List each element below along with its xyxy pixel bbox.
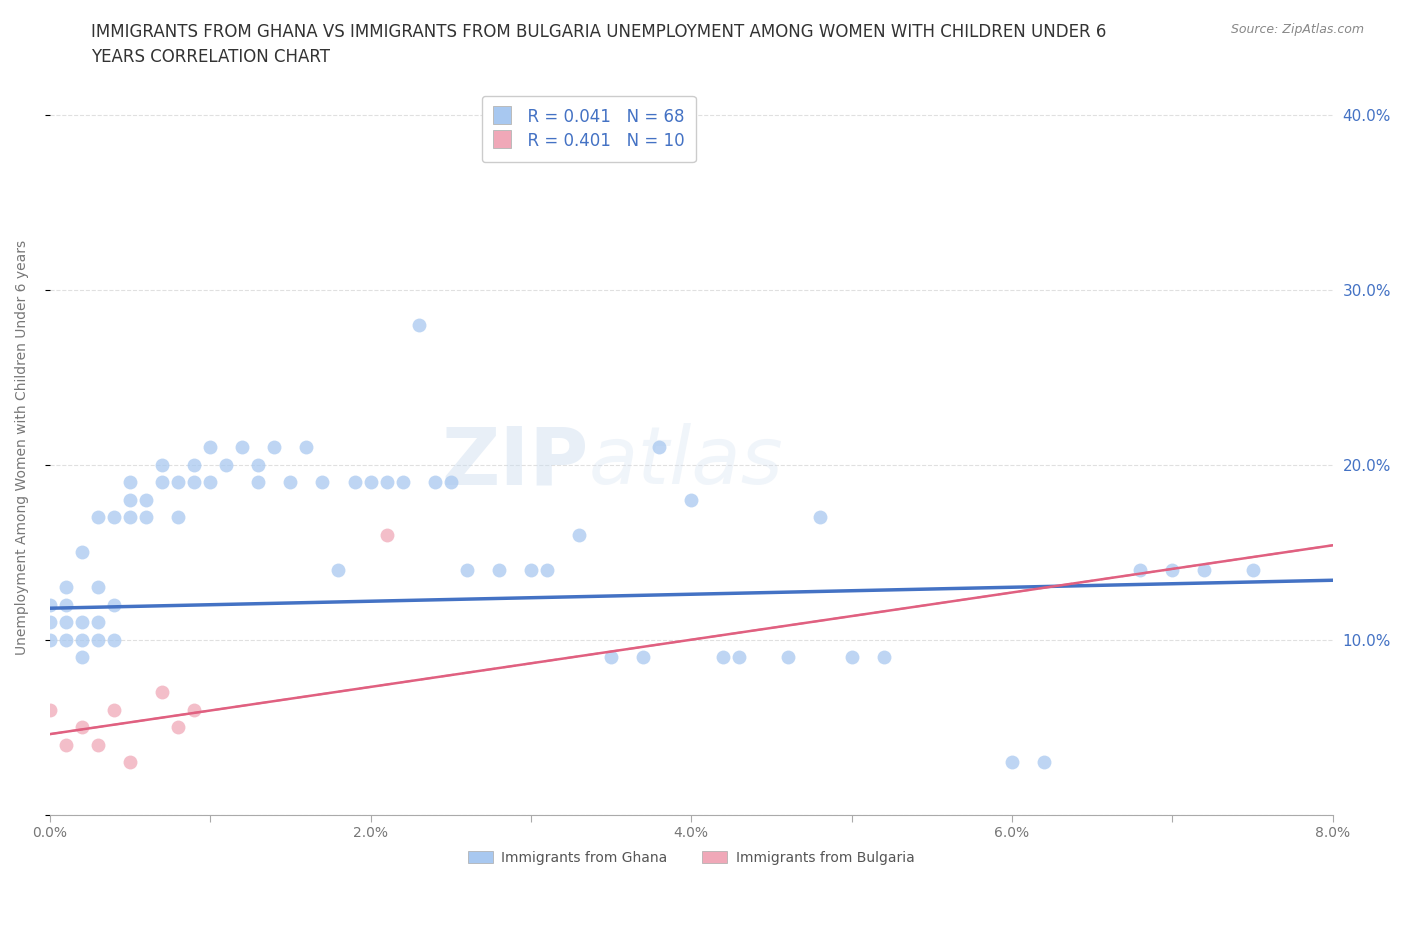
- Point: [87, 737, 110, 752]
- Point: [263, 440, 285, 455]
- Point: [1241, 563, 1264, 578]
- Point: [118, 475, 141, 490]
- Point: [728, 650, 751, 665]
- Point: [1161, 563, 1184, 578]
- Point: [135, 510, 157, 525]
- Point: [150, 684, 173, 699]
- Point: [103, 632, 125, 647]
- Point: [87, 632, 110, 647]
- Point: [70, 545, 93, 560]
- Point: [55, 615, 77, 630]
- Point: [38, 702, 60, 717]
- Point: [247, 475, 270, 490]
- Point: [55, 632, 77, 647]
- Point: [38, 597, 60, 612]
- Point: [711, 650, 734, 665]
- Point: [1129, 563, 1152, 578]
- Point: [247, 458, 270, 472]
- Point: [150, 458, 173, 472]
- Point: [375, 527, 398, 542]
- Point: [103, 702, 125, 717]
- Point: [536, 563, 558, 578]
- Point: [280, 475, 302, 490]
- Point: [423, 475, 446, 490]
- Point: [70, 650, 93, 665]
- Point: [343, 475, 366, 490]
- Point: [55, 597, 77, 612]
- Point: [55, 579, 77, 594]
- Point: [70, 632, 93, 647]
- Point: [87, 510, 110, 525]
- Point: [135, 492, 157, 507]
- Point: [103, 597, 125, 612]
- Legend: Immigrants from Ghana, Immigrants from Bulgaria: Immigrants from Ghana, Immigrants from B…: [463, 845, 920, 870]
- Point: [38, 632, 60, 647]
- Point: [631, 650, 654, 665]
- Point: [360, 475, 382, 490]
- Point: [167, 720, 190, 735]
- Point: [600, 650, 623, 665]
- Point: [311, 475, 333, 490]
- Point: [488, 563, 510, 578]
- Point: [87, 615, 110, 630]
- Text: IMMIGRANTS FROM GHANA VS IMMIGRANTS FROM BULGARIA UNEMPLOYMENT AMONG WOMEN WITH : IMMIGRANTS FROM GHANA VS IMMIGRANTS FROM…: [91, 23, 1107, 41]
- Point: [375, 475, 398, 490]
- Point: [1194, 563, 1216, 578]
- Point: [568, 527, 591, 542]
- Point: [841, 650, 863, 665]
- Point: [38, 615, 60, 630]
- Point: [167, 510, 190, 525]
- Point: [231, 440, 253, 455]
- Point: [391, 475, 413, 490]
- Point: [55, 737, 77, 752]
- Point: [328, 563, 350, 578]
- Text: ZIP: ZIP: [441, 423, 589, 501]
- Point: [167, 475, 190, 490]
- Point: [70, 720, 93, 735]
- Point: [1033, 754, 1056, 769]
- Point: [808, 510, 831, 525]
- Point: [183, 458, 205, 472]
- Point: [200, 440, 222, 455]
- Point: [408, 317, 430, 332]
- Point: [118, 510, 141, 525]
- Point: [183, 475, 205, 490]
- Point: [200, 475, 222, 490]
- Point: [70, 615, 93, 630]
- Point: [440, 475, 463, 490]
- Point: [648, 440, 671, 455]
- Point: [103, 510, 125, 525]
- Point: [1001, 754, 1024, 769]
- Point: [776, 650, 799, 665]
- Point: [873, 650, 896, 665]
- Point: [118, 754, 141, 769]
- Point: [456, 563, 478, 578]
- Text: YEARS CORRELATION CHART: YEARS CORRELATION CHART: [91, 48, 330, 66]
- Point: [150, 475, 173, 490]
- Point: [520, 563, 543, 578]
- Y-axis label: Unemployment Among Women with Children Under 6 years: Unemployment Among Women with Children U…: [15, 240, 30, 655]
- Point: [681, 492, 703, 507]
- Point: [118, 492, 141, 507]
- Point: [295, 440, 318, 455]
- Point: [87, 579, 110, 594]
- Point: [215, 458, 238, 472]
- Text: atlas: atlas: [589, 423, 783, 501]
- Point: [183, 702, 205, 717]
- Text: Source: ZipAtlas.com: Source: ZipAtlas.com: [1230, 23, 1364, 36]
